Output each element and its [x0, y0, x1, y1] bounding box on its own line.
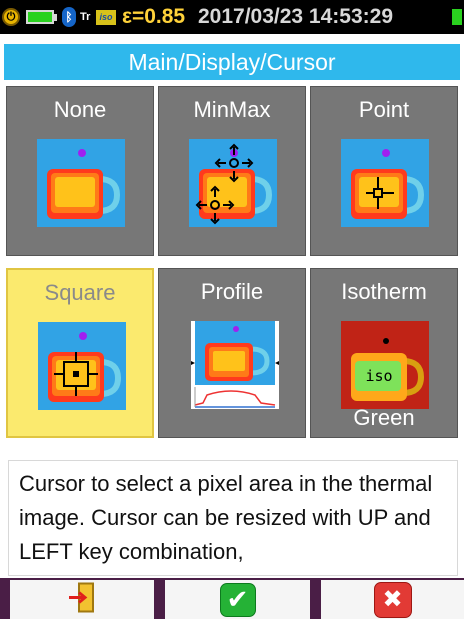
thermal-thumbnail — [341, 139, 429, 227]
thermal-thumbnail — [38, 322, 126, 410]
bluetooth-icon: ᛒ — [62, 0, 78, 34]
description-text: Cursor to select a pixel area in the the… — [8, 460, 458, 576]
tile-label: None — [53, 97, 107, 122]
thermal-thumbnail: iso — [341, 321, 429, 409]
iso-icon: iso — [96, 0, 118, 34]
emissivity-value: ε=0.85 — [122, 5, 186, 28]
tile-profile[interactable]: Profile — [158, 268, 306, 438]
thermal-thumbnail — [191, 321, 279, 409]
cancel-button[interactable]: ✖ — [321, 580, 464, 619]
tile-isotherm[interactable]: Isotherm iso Green — [310, 268, 458, 438]
page-title: Main/Display/Cursor — [4, 44, 460, 80]
status-icon — [452, 0, 464, 34]
transmissivity-label: Tr — [80, 11, 91, 23]
isotherm-color-label: Green — [353, 405, 415, 430]
status-bar: ⏻ ᛒ Tr iso ε=0.85 2017/03/23 14:53:29 — [0, 0, 464, 34]
tile-label: Profile — [200, 279, 264, 304]
tile-label: MinMax — [193, 97, 271, 122]
thermal-thumbnail — [37, 139, 125, 227]
tile-label: Isotherm — [341, 279, 427, 304]
power-icon: ⏻ — [2, 0, 24, 34]
title-bar: Main/Display/Cursor — [0, 34, 464, 84]
transmissivity-icon: Tr — [80, 0, 96, 34]
datetime: 2017/03/23 14:53:29 — [198, 5, 393, 28]
check-icon: ✔ — [219, 582, 256, 617]
tile-label: Point — [358, 97, 410, 122]
exit-icon — [67, 581, 97, 618]
tile-label: Square — [44, 280, 116, 305]
tile-square[interactable]: Square — [6, 268, 154, 438]
ok-button[interactable]: ✔ — [165, 580, 310, 619]
tile-point[interactable]: Point — [310, 86, 458, 256]
tile-none[interactable]: None — [6, 86, 154, 256]
iso-label: iso — [365, 367, 393, 385]
tile-minmax[interactable]: MinMax — [158, 86, 306, 256]
exit-button[interactable] — [10, 580, 154, 619]
thermal-thumbnail — [189, 139, 277, 227]
bottom-bar: ✔ ✖ — [0, 578, 464, 619]
battery-icon — [26, 0, 60, 34]
close-icon: ✖ — [373, 581, 412, 618]
